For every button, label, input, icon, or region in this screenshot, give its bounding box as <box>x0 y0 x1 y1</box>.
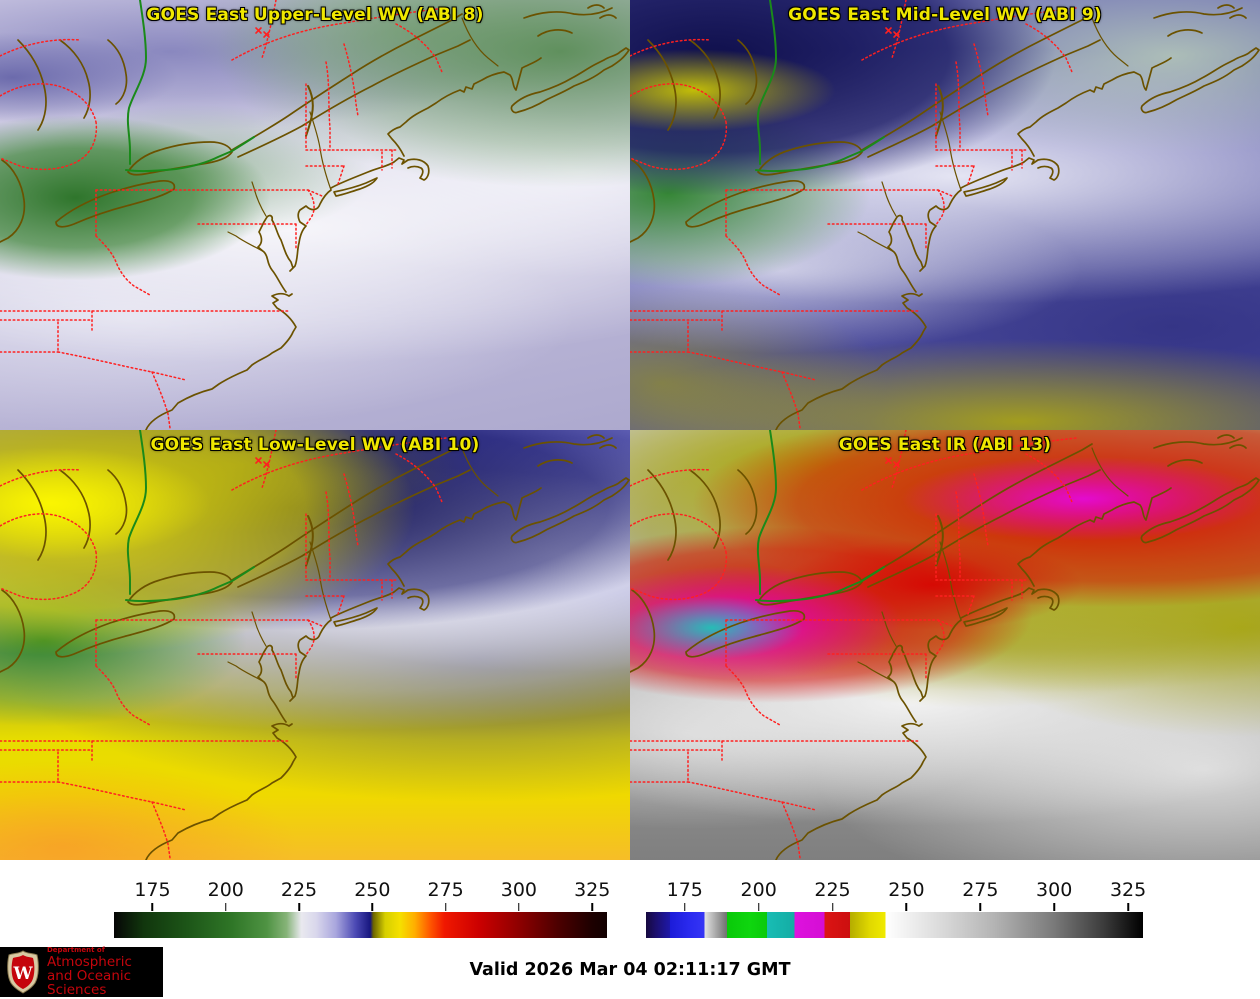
ir-colorbar-ticks: 175 200 225 250 275 300 325 <box>646 860 1147 912</box>
basemap-overlay <box>0 0 630 430</box>
colorbar-tick-label: 275 <box>962 879 999 901</box>
colorbar-tick-label: 325 <box>1109 879 1147 901</box>
colorbar-tick-mark <box>831 903 834 911</box>
footer: W Department of Atmospheric and Oceanic … <box>0 945 1260 999</box>
panel-title: GOES East Mid-Level WV (ABI 9) <box>788 5 1102 25</box>
colorbar-tick-mark <box>1053 903 1055 911</box>
colorbar-row: 175 200 225 250 275 300 325 175 200 225 250 275 300… <box>0 860 1260 945</box>
colorbar-tick-mark <box>298 903 300 911</box>
low-level-wv-imagery <box>0 430 630 860</box>
panel-upper-level-wv: GOES East Upper-Level WV (ABI 8) <box>0 0 630 430</box>
colorbar-tick-label: 225 <box>814 879 851 901</box>
colorbar-tick-mark <box>905 903 908 911</box>
colorbar-tick-mark <box>444 903 447 911</box>
basemap-overlay <box>0 430 630 860</box>
basemap-overlay <box>630 0 1260 430</box>
colorbar-tick-label: 250 <box>354 879 391 901</box>
ir-colorbar: 175 200 225 250 275 300 325 <box>646 860 1147 945</box>
colorbar-tick-mark <box>371 903 374 911</box>
panel-title: GOES East Upper-Level WV (ABI 8) <box>146 5 484 25</box>
wv-colorbar-gradient <box>114 912 607 938</box>
colorbar-tick-mark <box>979 903 982 911</box>
upper-level-wv-imagery <box>0 0 630 430</box>
crest-letter: W <box>12 964 33 984</box>
logo-dept-line: Department of <box>47 945 105 954</box>
uw-aos-logo: W Department of Atmospheric and Oceanic … <box>0 945 163 999</box>
basemap-overlay <box>630 430 1260 860</box>
panel-title: GOES East IR (ABI 13) <box>838 435 1052 455</box>
colorbar-tick-label: 325 <box>574 879 611 901</box>
ir-colorbar-gradient <box>646 912 1143 938</box>
colorbar-tick-label: 300 <box>1036 879 1073 901</box>
colorbar-tick-label: 200 <box>207 879 244 901</box>
colorbar-tick-mark <box>1127 903 1129 911</box>
panel-title: GOES East Low-Level WV (ABI 10) <box>150 435 480 455</box>
ir-imagery <box>630 430 1260 860</box>
colorbar-tick-label: 175 <box>134 879 171 901</box>
panel-mid-level-wv: GOES East Mid-Level WV (ABI 9) <box>630 0 1260 430</box>
colorbar-tick-label: 275 <box>427 879 464 901</box>
colorbar-tick-label: 175 <box>666 879 703 901</box>
colorbar-tick-mark <box>225 903 227 911</box>
logo-line-1: Atmospheric <box>47 953 132 970</box>
colorbar-tick-mark <box>757 903 760 911</box>
colorbar-tick-label: 225 <box>280 879 318 901</box>
colorbar-tick-label: 300 <box>500 879 538 901</box>
panel-ir: GOES East IR (ABI 13) <box>630 430 1260 860</box>
colorbar-tick-label: 200 <box>740 879 777 901</box>
wv-colorbar-ticks: 175 200 225 250 275 300 325 <box>114 860 611 912</box>
colorbar-tick-mark <box>591 903 593 911</box>
uw-crest-icon: W <box>7 950 39 994</box>
colorbar-tick-mark <box>518 903 520 911</box>
logo-text: Department of Atmospheric and Oceanic Sc… <box>47 945 163 999</box>
wv-colorbar: 175 200 225 250 275 300 325 <box>114 860 611 945</box>
panel-low-level-wv: GOES East Low-Level WV (ABI 10) <box>0 430 630 860</box>
logo-line-2: and Oceanic Sciences <box>47 968 132 999</box>
mid-level-wv-imagery <box>630 0 1260 430</box>
colorbar-tick-mark <box>151 903 154 911</box>
valid-timestamp: Valid 2026 Mar 04 02:11:17 GMT <box>469 960 791 980</box>
colorbar-tick-label: 250 <box>888 879 925 901</box>
colorbar-tick-mark <box>684 903 686 911</box>
